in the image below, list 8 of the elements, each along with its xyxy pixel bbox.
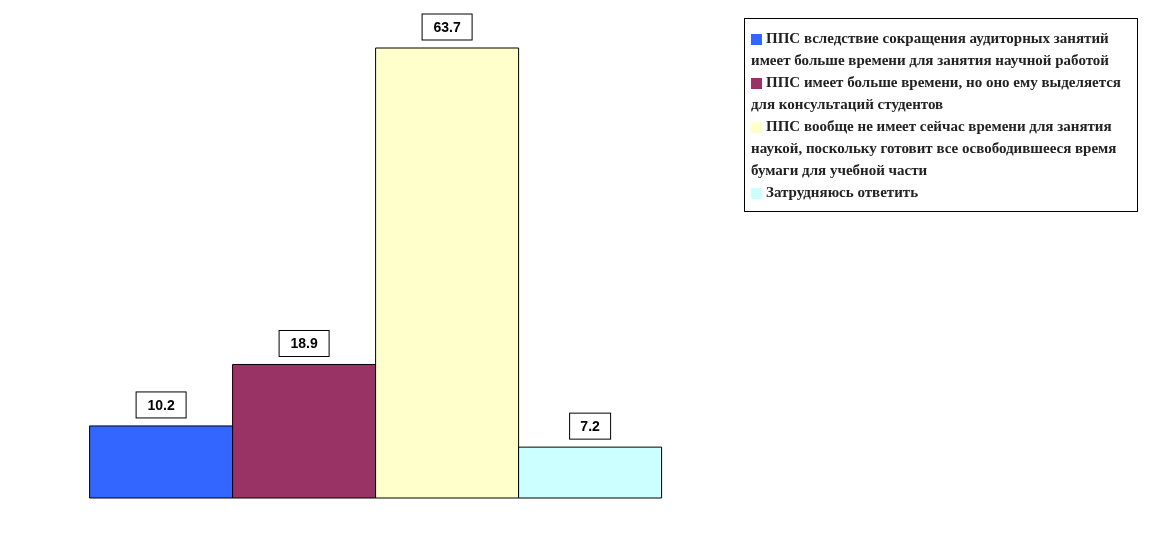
legend-label: ППС вообще не имеет сейчас времени для занятия наукой, поскольку готовит все освободившееся время бумаги для учебной части <box>751 118 1117 178</box>
data-label: 10.2 <box>147 396 175 413</box>
data-label: 7.2 <box>580 418 601 435</box>
data-label: 18.9 <box>290 335 318 352</box>
legend-label: ППС имеет больше времени, но оно ему выделяется для консультаций студентов <box>751 74 1121 112</box>
legend-label: Затрудняюсь ответить <box>766 184 919 200</box>
legend-label: ППС вследствие сокращения аудиторных занятий имеет больше времени для занятия научной работой <box>751 30 1109 68</box>
data-label: 63.7 <box>433 19 461 35</box>
